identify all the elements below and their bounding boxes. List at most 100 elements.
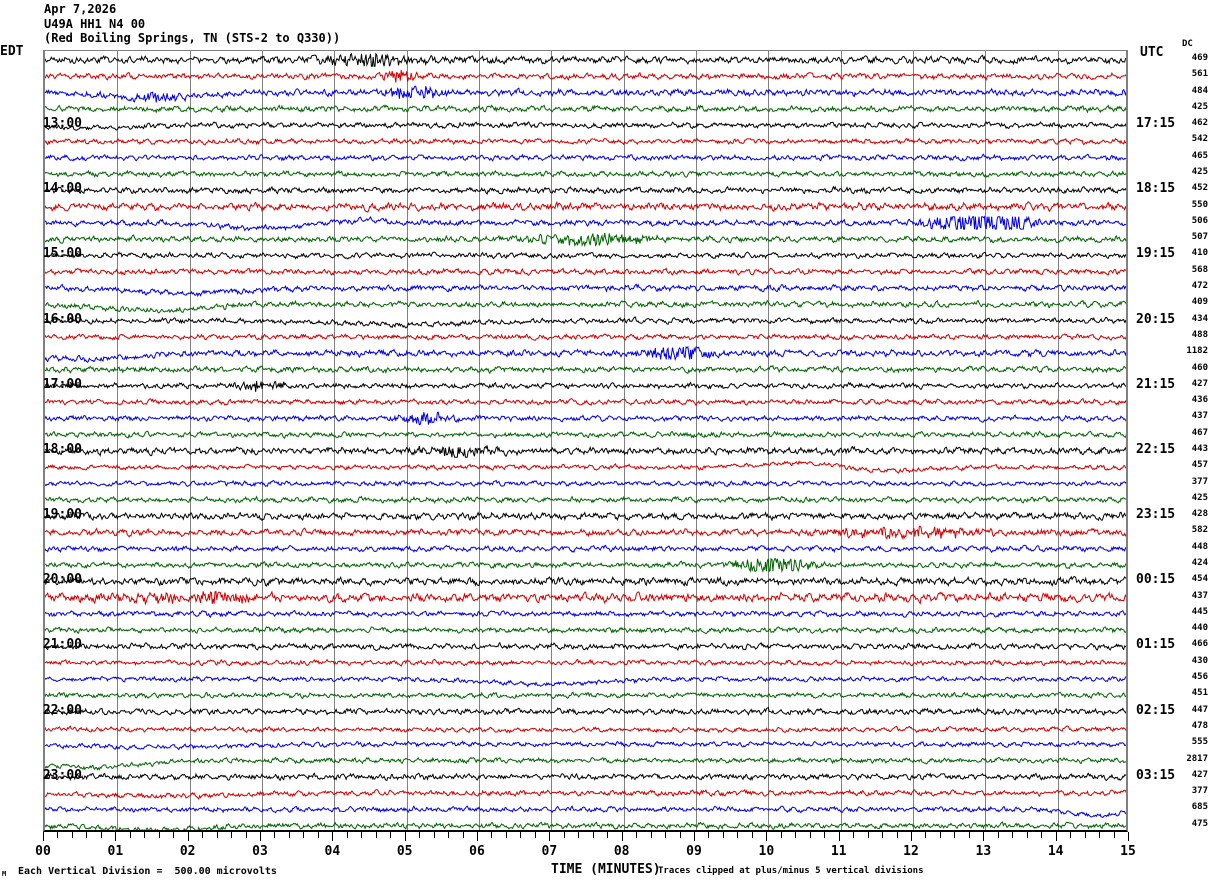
x-tick-label: 03 [252,844,268,859]
x-tick-label: 01 [107,844,124,859]
dc-value: 424 [1191,558,1208,568]
x-minor-tick [318,832,319,838]
trace-45 [45,788,1126,800]
left-time-label: 17:00 [42,376,82,392]
trace-20 [45,380,1126,392]
trace-46 [45,805,1126,819]
x-major-tick [477,832,478,841]
dc-value: 561 [1191,69,1208,80]
dc-value: 452 [1191,183,1208,194]
x-minor-tick [1099,832,1100,838]
x-minor-tick [795,832,796,838]
x-minor-tick [130,832,131,838]
right-time-label: 17:15 [1136,116,1176,132]
trace-05 [45,137,1126,146]
x-axis-ticks [43,832,1129,841]
x-major-tick [43,832,44,841]
x-major-tick [115,832,116,841]
x-minor-tick [361,832,362,838]
trace-01 [45,70,1126,83]
right-time-label: 19:15 [1136,246,1176,262]
x-minor-tick [708,832,709,838]
x-minor-tick [520,832,521,838]
x-minor-tick [781,832,782,838]
x-minor-tick [940,832,941,838]
trace-37 [45,658,1126,667]
trace-07 [45,169,1126,179]
trace-40 [45,706,1126,717]
grid-line-vertical [117,51,118,830]
trace-36 [45,641,1126,652]
x-minor-tick [463,832,464,838]
trace-22 [45,411,1126,426]
header-station: U49A HH1 N4 00 [44,16,146,31]
dc-value: 428 [1191,509,1208,520]
grid-line-vertical [768,51,769,830]
x-minor-tick [72,832,73,838]
left-time-label: 15:00 [42,246,82,262]
trace-12 [45,251,1126,260]
x-major-tick [405,832,406,841]
x-axis-title: TIME (MINUTES) [551,862,661,877]
left-time-label: 23:00 [42,767,82,783]
x-tick-label: 12 [903,844,919,859]
x-major-tick [260,832,261,841]
grid-line-vertical [841,51,842,830]
trace-23 [45,430,1126,439]
x-minor-tick [723,832,724,838]
x-tick-label: 00 [35,844,51,859]
dc-value: 427 [1191,378,1208,389]
trace-24 [45,445,1126,458]
x-minor-tick [1041,832,1042,838]
dc-value: 460 [1191,362,1208,373]
dc-value: 451 [1191,688,1208,699]
left-time-label: 20:00 [42,572,82,588]
dc-value: 1182 [1186,346,1208,357]
trace-11 [45,232,1126,248]
trace-04 [45,121,1126,131]
grid-line-vertical [479,51,480,830]
grid-line-vertical [1058,51,1059,830]
dc-value: 467 [1191,427,1208,438]
x-major-tick [622,832,623,841]
trace-31 [45,557,1126,574]
x-minor-tick [998,832,999,838]
x-minor-tick [1114,832,1115,838]
seismogram-plot[interactable] [43,50,1128,832]
x-minor-tick [434,832,435,838]
x-minor-tick [578,832,579,838]
dc-value: 436 [1191,395,1208,406]
trace-33 [45,590,1126,606]
header-location: (Red Boiling Springs, TN (STS-2 to Q330)… [44,31,341,45]
x-minor-tick [289,832,290,838]
x-minor-tick [925,832,926,838]
trace-38 [45,675,1126,688]
trace-39 [45,691,1126,700]
x-tick-label: 04 [324,844,341,859]
dc-value: 462 [1191,118,1208,129]
x-minor-tick [57,832,58,838]
dc-value: 466 [1191,639,1208,650]
right-time-label: 20:15 [1136,311,1176,327]
x-minor-tick [246,832,247,838]
trace-02 [45,85,1126,103]
x-major-tick [694,832,695,841]
x-tick-label: 15 [1120,844,1136,859]
x-minor-tick [101,832,102,838]
dc-value: 488 [1191,329,1208,340]
x-minor-tick [419,832,420,838]
right-time-label: 01:15 [1136,637,1176,653]
x-minor-tick [969,832,970,838]
dc-value: 443 [1191,443,1208,454]
trace-42 [45,740,1126,751]
dc-value: 445 [1191,606,1208,617]
trace-43 [45,756,1126,771]
trace-00 [45,52,1126,67]
x-major-tick [983,832,984,841]
x-tick-label: 11 [830,844,847,859]
trace-canvas [45,52,1126,830]
x-tick-label: 07 [541,844,558,859]
x-minor-tick [752,832,753,838]
grid-line-vertical [696,51,697,830]
x-minor-tick [1085,832,1086,838]
